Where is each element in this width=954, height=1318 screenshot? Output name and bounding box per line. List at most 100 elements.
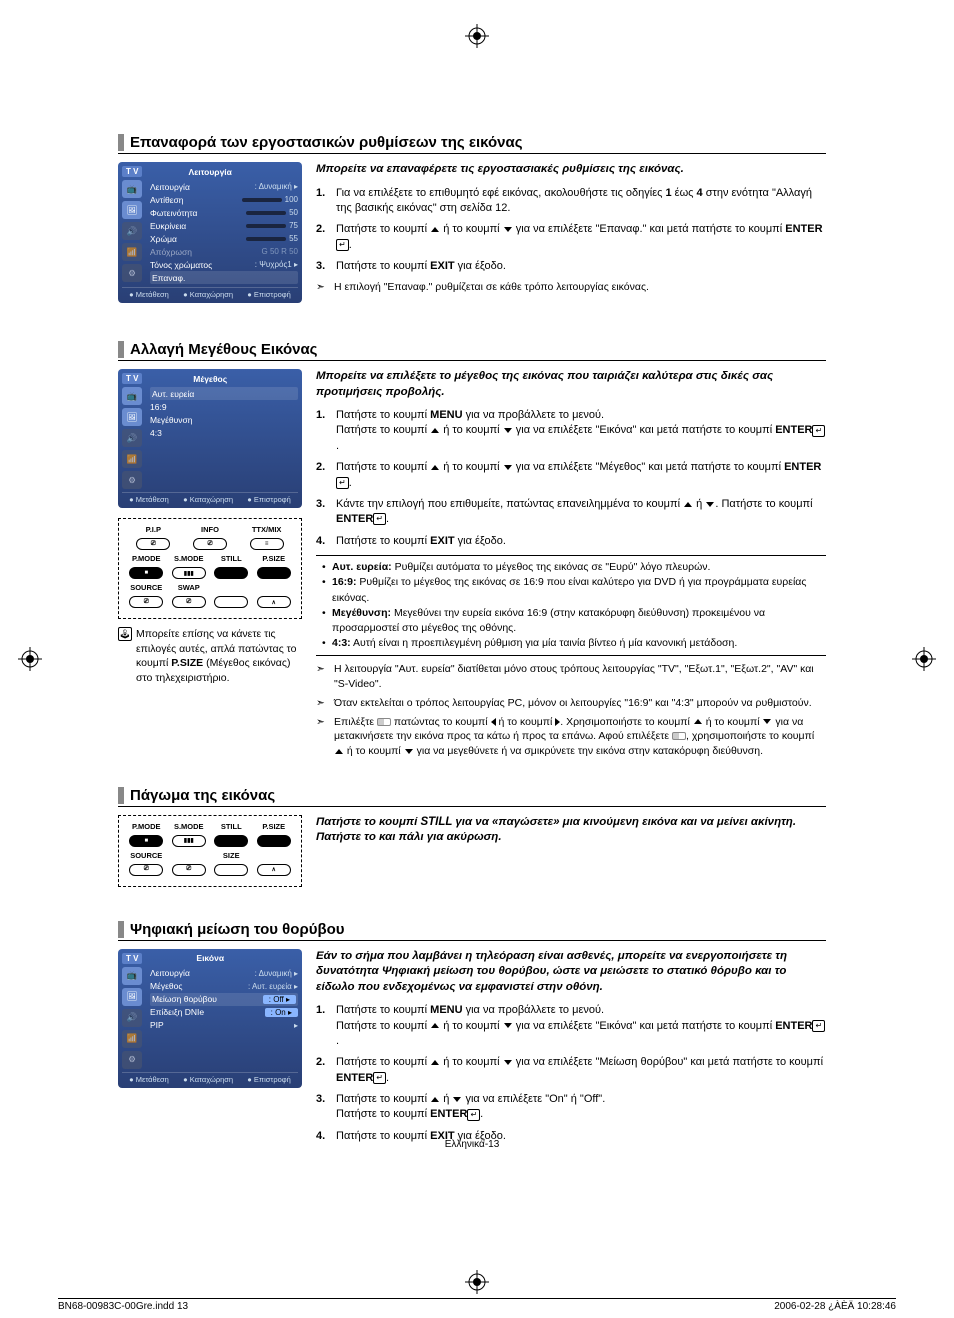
registration-mark-bottom: [465, 1270, 489, 1294]
freeze-remote-row2-btns: ⎚ ⎚ ∧: [125, 864, 295, 876]
title-text: Επαναφορά των εργοστασικών ρυθμίσεων της…: [130, 134, 523, 151]
osd-row: Μεγέθυνση: [150, 413, 298, 426]
remote-row1: P.I.PINFOTTX/MIX: [125, 525, 295, 534]
step: 3.Κάντε την επιλογή που επιθυμείτε, πατώ…: [316, 497, 826, 528]
osd-row: Επαναφ.: [150, 271, 298, 284]
remote-tip-icon: 🕹: [118, 627, 132, 641]
remote-tip-size: 🕹 Μπορείτε επίσης να κάνετε τις επιλογές…: [118, 627, 304, 686]
osd-picture-icon: 🖼: [122, 988, 142, 1006]
osd-row: Μείωση θορύβου: Off ▸: [150, 993, 298, 1006]
footer-timestamp: 2006-02-28 ¿ÀÈÄ 10:28:46: [774, 1301, 896, 1312]
remote-btn: [257, 567, 291, 579]
remote-btn: ∧: [257, 596, 291, 608]
remote-fragment-freeze: P.MODES.MODESTILLP.SIZE ■ ▮▮▮ SOURCESIZE…: [118, 815, 302, 887]
remote-btn: ▮▮▮: [172, 567, 206, 579]
bullet: •Αυτ. ευρεία: Ρυθμίζει αυτόματα το μέγεθ…: [322, 560, 826, 575]
remote-tip-text: Μπορείτε επίσης να κάνετε τις επιλογές α…: [136, 627, 304, 686]
bullet: •16:9: Ρυθμίζει το μέγεθος της εικόνας σ…: [322, 575, 826, 605]
osd-row: Τόνος χρώματος: Ψυχρός1 ▸: [150, 258, 298, 271]
freeze-remote-row1-btns: ■ ▮▮▮: [125, 835, 295, 847]
remote-label: INFO: [190, 525, 230, 534]
remote-btn: ⎚: [129, 596, 163, 608]
remote-btn: ⎚: [136, 538, 170, 550]
remote-btn: ⎚: [193, 538, 227, 550]
step: 2.Πατήστε το κουμπί ή το κουμπί για να ε…: [316, 460, 826, 491]
osd-row: Χρώμα55: [150, 232, 298, 245]
osd-row: Λειτουργία: Δυναμική ▸: [150, 967, 298, 980]
osd-input-icon: 📺: [122, 180, 142, 198]
remote-label: P.MODE: [126, 822, 166, 831]
osd-dnr-list: Λειτουργία: Δυναμική ▸Μέγεθος: Αυτ. ευρε…: [146, 967, 298, 1069]
osd-row: PIP▸: [150, 1019, 298, 1032]
osd-channel-icon: 📶: [122, 450, 142, 468]
freeze-remote-row1: P.MODES.MODESTILLP.SIZE: [125, 822, 295, 831]
size-intro: Μπορείτε να επιλέξετε το μέγεθος της εικ…: [316, 369, 826, 400]
note: ➣Επιλέξτε πατώντας το κουμπί ή το κουμπί…: [316, 715, 826, 759]
remote-btn: ■: [129, 835, 163, 847]
remote-label: SOURCE: [126, 851, 166, 860]
osd-setup-icon: ⚙: [122, 1051, 142, 1069]
osd-row: 16:9: [150, 400, 298, 413]
osd-row: Επίδειξη DNIe: On ▸: [150, 1006, 298, 1019]
osd-row: 4:3: [150, 426, 298, 439]
step: 1.Πατήστε το κουμπί MENU για να προβάλλε…: [316, 1003, 826, 1049]
osd-row: Λειτουργία: Δυναμική ▸: [150, 180, 298, 193]
remote-label: STILL: [211, 822, 251, 831]
osd-row: Αυτ. ευρεία: [150, 387, 298, 400]
step: 1.Για να επιλέξετε το επιθυμητό εφέ εικό…: [316, 186, 826, 217]
size-steps: 1.Πατήστε το κουμπί MENU για να προβάλλε…: [316, 408, 826, 549]
remote-btn: [257, 835, 291, 847]
osd-dnr-footer: ΜετάθεσηKαταχώρησηΕπιστροφή: [122, 1072, 298, 1084]
note-text: Η επιλογή "Επαναφ." ρυθμίζεται σε κάθε τ…: [334, 280, 649, 295]
osd-row: ΑπόχρωσηG 50 R 50: [150, 245, 298, 258]
section-freeze-title: Πάγωμα της εικόνας: [118, 787, 826, 807]
osd-size: T V Μέγεθος 📺 🖼 🔊 📶 ⚙ Αυτ. ευρεία16:9Μεγ…: [118, 369, 302, 508]
remote-btn: [214, 864, 248, 876]
remote-label: S.MODE: [169, 822, 209, 831]
registration-mark-top: [465, 24, 489, 48]
osd-header-title: Λειτουργία: [189, 167, 232, 177]
title-text: Ψηφιακή μείωση του θορύβου: [130, 921, 345, 938]
osd-tv-badge: T V: [122, 166, 142, 177]
remote-row3: SOURCESWAP: [125, 583, 295, 592]
size-bullets: •Αυτ. ευρεία: Ρυθμίζει αυτόματα το μέγεθ…: [316, 555, 826, 656]
title-bar: [118, 787, 124, 804]
reset-steps: 1.Για να επιλέξετε το επιθυμητό εφέ εικό…: [316, 186, 826, 275]
step: 3.Πατήστε το κουμπί ή για να επιλέξετε "…: [316, 1092, 826, 1123]
osd-row: Ευκρίνεια75: [150, 219, 298, 232]
osd-input-icon: 📺: [122, 967, 142, 985]
dnr-intro: Εάν το σήμα που λαμβάνει η τηλεόραση είν…: [316, 949, 826, 996]
section-reset-body: T V Λειτουργία 📺 🖼 🔊 📶 ⚙ Λειτουργία: Δυν…: [118, 162, 826, 313]
title-text: Αλλαγή Μεγέθους Εικόνας: [130, 341, 318, 358]
remote-label: STILL: [211, 554, 251, 563]
osd-picture-icon: 🖼: [122, 408, 142, 426]
freeze-intro: Πατήστε το κουμπί STILL για να «παγώσετε…: [316, 815, 826, 846]
size-notes: ➣Η λειτουργία "Αυτ. ευρεία" διατίθεται μ…: [316, 662, 826, 758]
step: 2.Πατήστε το κουμπί ή το κουμπί για να ε…: [316, 1055, 826, 1086]
step: 2.Πατήστε το κουμπί ή το κουμπί για να ε…: [316, 222, 826, 253]
osd-sound-icon: 🔊: [122, 1009, 142, 1027]
remote-label: TTX/MIX: [247, 525, 287, 534]
remote-fragment-size: P.I.PINFOTTX/MIX ⎚ ⎚ ≡ P.MODES.MODESTILL…: [118, 518, 302, 619]
registration-mark-left: [18, 647, 42, 671]
remote-btn: ⎚: [172, 864, 206, 876]
osd-setup-icon: ⚙: [122, 264, 142, 282]
osd-size-list: Αυτ. ευρεία16:9Μεγέθυνση4:3: [146, 387, 298, 489]
osd-row: Αντίθεση100: [150, 193, 298, 206]
bullet: •Μεγέθυνση: Μεγεθύνει την ευρεία εικόνα …: [322, 606, 826, 636]
registration-mark-right: [912, 647, 936, 671]
step: 4.Πατήστε το κουμπί EXIT για έξοδο.: [316, 534, 826, 549]
reset-intro: Μπορείτε να επαναφέρετε τις εργοστασιακέ…: [316, 162, 826, 178]
section-size-title: Αλλαγή Μεγέθους Εικόνας: [118, 341, 826, 361]
osd-icon-column: 📺 🖼 🔊 📶 ⚙: [122, 180, 146, 284]
title-bar: [118, 921, 124, 938]
remote-label: S.MODE: [169, 554, 209, 563]
remote-btn: ⎚: [172, 596, 206, 608]
page-number: Ελληνικά-13: [118, 1139, 826, 1150]
footer-meta: BN68-00983C-00Gre.indd 13 2006-02-28 ¿ÀÈ…: [58, 1298, 896, 1312]
remote-label: SWAP: [169, 583, 209, 592]
osd-picture-icon: 🖼: [122, 201, 142, 219]
remote-label: P.SIZE: [254, 554, 294, 563]
remote-row2-btns: ■ ▮▮▮: [125, 567, 295, 579]
osd-header-title: Εικόνα: [196, 953, 224, 963]
